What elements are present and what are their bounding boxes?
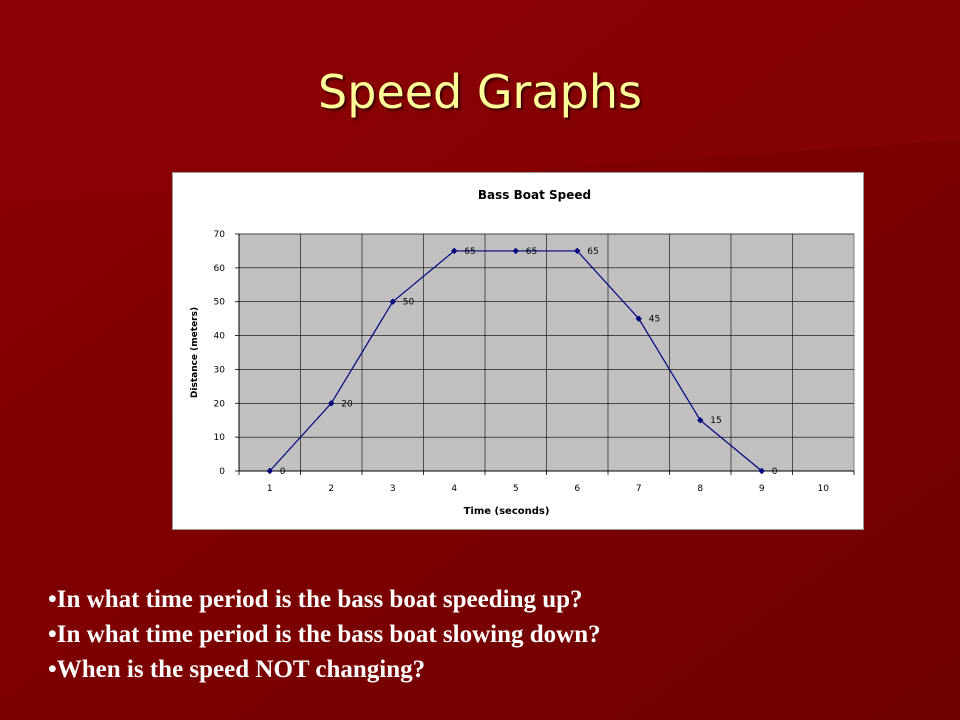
data-label: 45	[649, 315, 660, 325]
data-label: 65	[526, 247, 537, 257]
question-speeding-up: In what time period is the bass boat spe…	[48, 582, 601, 617]
data-label: 65	[464, 247, 475, 257]
x-tick-label: 10	[818, 484, 830, 494]
question-speed-not-changing: When is the speed NOT changing?	[48, 652, 601, 687]
x-tick-label: 6	[574, 484, 580, 494]
data-label: 0	[280, 467, 286, 477]
data-label: 15	[710, 416, 721, 426]
data-point	[574, 247, 581, 255]
y-tick-label: 40	[214, 332, 226, 342]
x-axis-label: Time (seconds)	[464, 506, 550, 517]
y-tick-label: 30	[214, 365, 226, 375]
question-slowing-down: In what time period is the bass boat slo…	[48, 617, 601, 652]
data-label: 50	[403, 298, 415, 308]
question-list: In what time period is the bass boat spe…	[48, 582, 601, 687]
data-label: 20	[341, 399, 353, 409]
x-tick-label: 9	[759, 484, 765, 494]
data-point	[328, 400, 335, 407]
y-tick-label: 0	[219, 467, 225, 477]
data-point	[389, 298, 396, 305]
x-tick-label: 2	[328, 484, 334, 494]
data-point	[451, 247, 458, 255]
x-tick-label: 8	[697, 484, 703, 494]
x-tick-label: 3	[390, 484, 396, 494]
x-tick-label: 7	[636, 484, 642, 494]
background-swoosh	[0, 0, 960, 205]
y-axis-label: Distance (meters)	[190, 307, 200, 398]
chart-title: Bass Boat Speed	[478, 188, 591, 202]
data-point	[512, 247, 519, 255]
y-tick-label: 20	[214, 399, 226, 409]
y-tick-label: 70	[214, 230, 226, 240]
data-label: 65	[587, 247, 598, 257]
y-tick-label: 60	[214, 264, 226, 274]
y-tick-label: 50	[214, 298, 226, 308]
data-label: 0	[772, 467, 778, 477]
slide-title: Speed Graphs	[318, 65, 642, 119]
y-tick-label: 10	[214, 433, 226, 443]
x-tick-label: 1	[267, 484, 273, 494]
data-point	[758, 467, 765, 475]
data-point	[635, 315, 642, 322]
data-point	[697, 417, 704, 424]
x-tick-label: 5	[513, 484, 519, 494]
chart-container: Bass Boat Speed 0 10 20 30 40 50 60 70 1 2 3 4 5 6 7 8 9 1…	[172, 172, 864, 530]
x-tick-label: 4	[451, 484, 457, 494]
data-point	[266, 467, 273, 475]
